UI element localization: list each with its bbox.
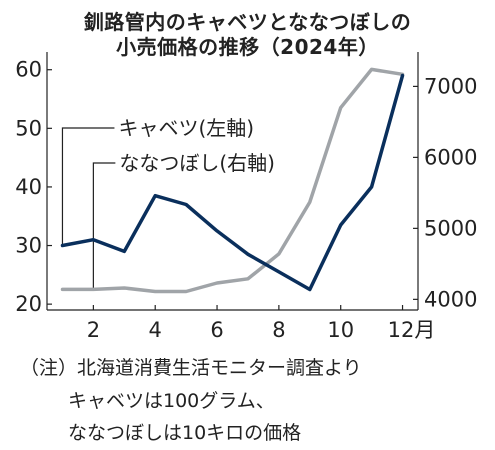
left-tick-label: 50 [15, 116, 42, 140]
cabbage-series-line [60, 73, 405, 292]
x-tick-label: 2 [87, 318, 100, 342]
chart-title-line1: 釧路管内のキャベツとななつぼしの [83, 10, 412, 34]
right-tick-label: 7000 [424, 74, 477, 98]
left-tick-label: 20 [15, 292, 42, 316]
nanatsuboshi-series-line [60, 67, 405, 294]
cabbage-series-label: キャベツ(左軸) [118, 116, 254, 140]
right-tick-label: 6000 [424, 145, 477, 169]
left-tick-label: 40 [15, 175, 42, 199]
left-tick-label: 30 [15, 234, 42, 258]
note-line-3: ななつぼしは10キロの価格 [68, 422, 302, 444]
x-tick-label: 10 [327, 318, 354, 342]
chart-title-line2: 小売価格の推移（2024年） [116, 35, 379, 59]
x-tick-label: 4 [149, 318, 162, 342]
left-tick-label: 60 [15, 58, 42, 82]
note-line-1: （注）北海道消費生活モニター調査より [20, 357, 362, 379]
nanatsuboshi-series-label: ななつぼし(右軸) [119, 151, 275, 175]
right-tick-label: 4000 [424, 287, 477, 311]
right-tick-label: 5000 [424, 216, 477, 240]
x-tick-label: 12月 [388, 318, 436, 342]
note-line-2: キャベツは100グラム、 [68, 390, 275, 412]
nanatsuboshi-leader-line [92, 162, 116, 290]
cabbage-leader-line [61, 127, 115, 246]
x-tick-label: 6 [210, 318, 223, 342]
x-tick-label: 8 [272, 318, 285, 342]
